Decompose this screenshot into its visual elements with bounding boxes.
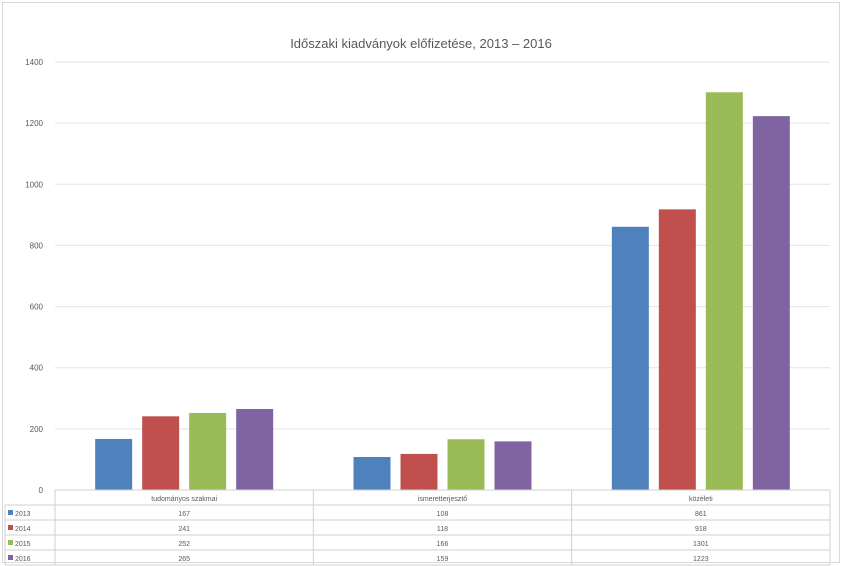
category-label-0: tudományos szakmai <box>151 496 217 503</box>
bar-2014-0 <box>142 416 180 490</box>
bar-2014-1 <box>400 453 438 490</box>
category-label-1: ismeretterjesztő <box>418 496 468 503</box>
bar-2015-1 <box>447 439 485 490</box>
table-cell-2014-0: 241 <box>178 526 190 533</box>
bar-2013-0 <box>95 438 133 490</box>
y-tick-label-7: 1400 <box>25 58 43 67</box>
chart-title: Időszaki kiadványok előfizetése, 2013 – … <box>290 36 552 51</box>
category-label-2: közéleti <box>689 496 713 503</box>
table-cell-2016-0: 265 <box>178 556 190 563</box>
legend-key-2013 <box>8 510 13 515</box>
y-tick-label-3: 600 <box>30 303 44 312</box>
table-cell-2013-2: 861 <box>695 511 707 518</box>
bar-2016-2 <box>752 116 790 491</box>
table-cell-2015-0: 252 <box>178 541 190 548</box>
bar-2013-2 <box>611 226 649 490</box>
legend-key-2015 <box>8 540 13 545</box>
table-cell-2016-1: 159 <box>437 556 449 563</box>
bar-2015-2 <box>705 92 743 490</box>
bar-2016-1 <box>494 441 532 490</box>
bar-2016-0 <box>236 408 274 490</box>
y-tick-label-1: 200 <box>30 425 44 434</box>
y-tick-label-0: 0 <box>39 486 44 495</box>
table-cell-2015-2: 1301 <box>693 541 709 548</box>
table-cell-2016-2: 1223 <box>693 556 709 563</box>
legend-key-2016 <box>8 555 13 560</box>
legend-key-2014 <box>8 525 13 530</box>
table-cell-2014-2: 918 <box>695 526 707 533</box>
table-cell-2013-0: 167 <box>178 511 190 518</box>
bar-2013-1 <box>353 456 391 490</box>
y-tick-label-5: 1000 <box>25 180 43 189</box>
legend-label-2016: 2016 <box>15 556 31 563</box>
table-cell-2015-1: 166 <box>437 541 449 548</box>
y-tick-label-4: 800 <box>30 241 44 250</box>
bar-2014-2 <box>658 209 696 490</box>
legend-label-2015: 2015 <box>15 541 31 548</box>
legend-label-2014: 2014 <box>15 526 31 533</box>
y-tick-label-6: 1200 <box>25 119 43 128</box>
table-cell-2013-1: 108 <box>437 511 449 518</box>
y-tick-label-2: 400 <box>30 364 44 373</box>
table-cell-2014-1: 118 <box>437 526 448 533</box>
legend-label-2013: 2013 <box>15 511 31 518</box>
bar-2015-0 <box>189 412 227 490</box>
